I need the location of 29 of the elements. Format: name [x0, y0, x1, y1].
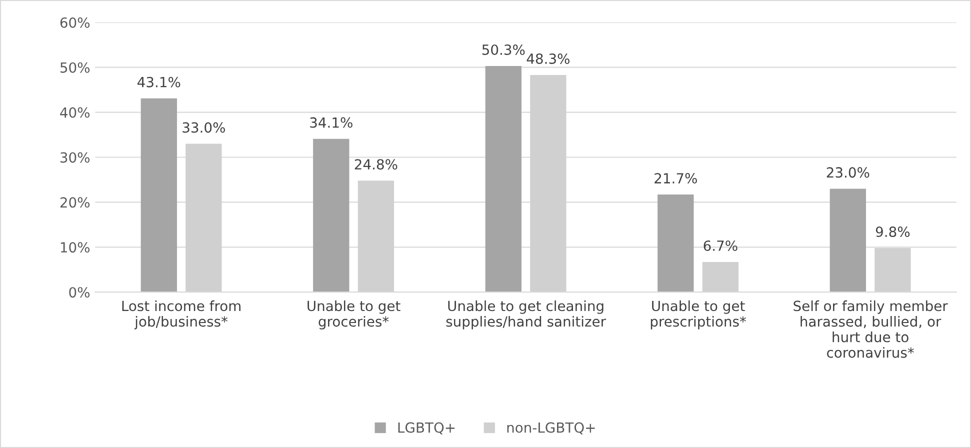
data-label: 23.0% — [826, 167, 870, 178]
x-tick-label: Unable to get cleaning supplies/hand sanitizer — [446, 300, 606, 330]
data-label: 34.1% — [310, 117, 352, 128]
y-tick-label: 50% — [60, 62, 90, 73]
data-label: 50.3% — [482, 44, 525, 55]
legend-label: LGBTQ+ — [398, 422, 455, 434]
bar — [313, 138, 350, 292]
bar — [140, 98, 177, 292]
y-tick-label: 20% — [60, 197, 90, 208]
data-label: 33.0% — [182, 122, 225, 133]
data-label: 21.7% — [654, 173, 697, 184]
y-tick-label: 30% — [60, 152, 90, 163]
x-tick-label: Unable to get groceries* — [308, 300, 400, 330]
data-label: 6.7% — [704, 240, 738, 251]
bar — [658, 194, 694, 292]
data-label: 43.1% — [138, 76, 180, 88]
x-tick-label: Lost income from job/business* — [122, 300, 240, 330]
y-tick-label: 40% — [60, 107, 90, 118]
bar — [830, 188, 866, 292]
x-tick-label: Self or family member harassed, bullied, or hurt due to coronavirus* — [794, 300, 948, 358]
data-label: 24.8% — [354, 159, 398, 170]
y-tick-label: 10% — [60, 242, 90, 253]
x-tick-label: Unable to get prescriptions* — [650, 300, 746, 330]
bar — [485, 66, 522, 292]
data-label: 9.8% — [876, 226, 910, 238]
y-tick-label: 60% — [60, 17, 90, 28]
legend-label: non-LGBTQ+ — [507, 422, 595, 434]
y-tick-label: 0% — [69, 287, 90, 298]
data-label: 48.3% — [526, 53, 570, 64]
